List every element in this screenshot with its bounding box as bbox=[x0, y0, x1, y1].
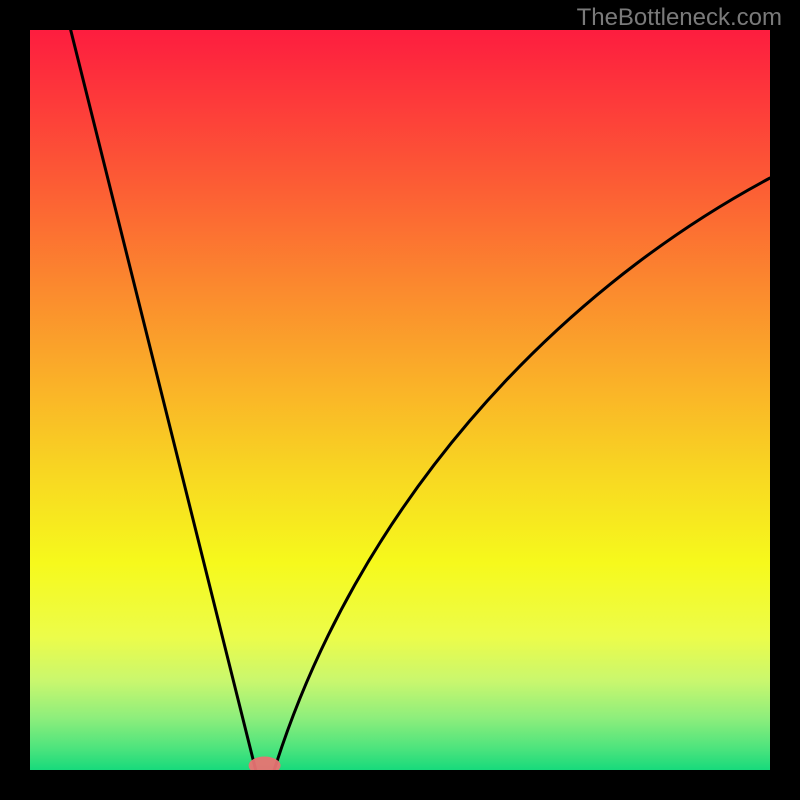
watermark-text: TheBottleneck.com bbox=[577, 4, 782, 32]
gradient-background bbox=[30, 30, 770, 770]
plot-svg bbox=[30, 30, 770, 770]
chart-frame: TheBottleneck.com bbox=[0, 0, 800, 800]
plot-area bbox=[30, 30, 770, 770]
